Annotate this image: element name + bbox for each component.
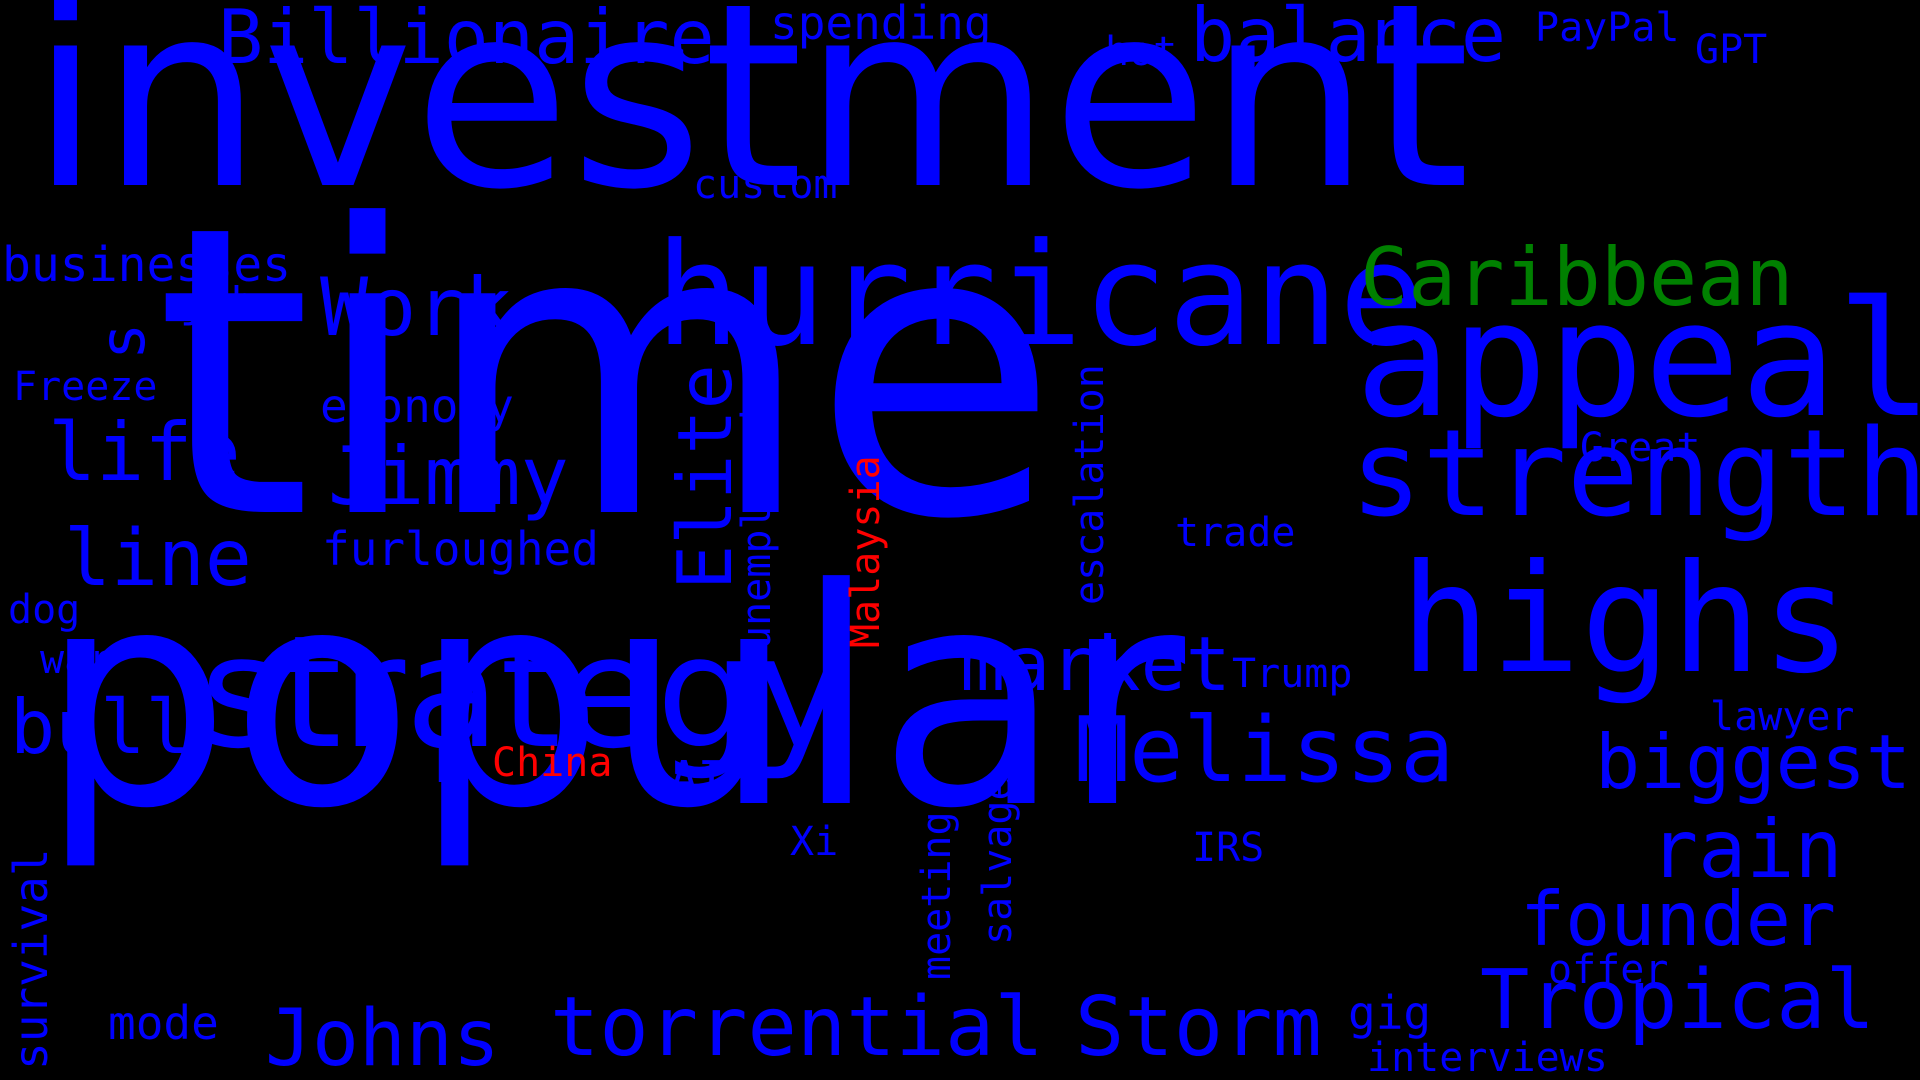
word-economy: economy [320,379,514,433]
word-unemployed: unemployed [734,409,780,650]
word-highs: highs [1400,533,1852,707]
word-job: job [180,278,256,327]
word-hot: hot [1105,29,1178,75]
word-survival: survival [4,848,58,1070]
word-freeze: Freeze [13,364,158,410]
word-johns: Johns [265,994,500,1080]
word-china: China [492,740,613,786]
word-time: time [155,142,1059,607]
word-tropical: Tropical [1480,953,1875,1048]
word-billionaire: Billionaire [218,0,715,81]
word-biggest: biggest [1595,718,1912,806]
word-interviews: interviews [1367,1035,1608,1080]
word-trump: Trump [1232,651,1353,697]
word-trade: trade [1175,510,1296,556]
word-hurricane: hurricane [655,213,1425,378]
word-malaysia: Malaysia [843,455,889,648]
word-appeal: appeal [1355,266,1920,453]
word-furloughed: furloughed [322,522,599,576]
word-p: P [433,727,470,797]
word-war: war [40,637,113,683]
word-businesses: businesses [2,237,291,293]
word-bull: bull [10,683,191,771]
word-jimmy: Jimmy [328,430,569,523]
word-ai: AI [670,751,726,805]
word-strategy: strategy [200,602,847,783]
word-life: life [48,406,241,499]
word-salvage: salvage [975,776,1021,945]
word-rain: rain [1650,803,1843,896]
word-gig: gig [1348,986,1432,1040]
word-elite: Elite [661,364,749,590]
word-founder: founder [1520,875,1837,963]
word-spending: spending [770,0,992,50]
word-torrential: torrential [550,980,1044,1075]
word-work: Work [320,261,513,354]
word-escalation: escalation [1067,364,1113,605]
word-irs: IRS [1192,825,1265,871]
word-xi: Xi [790,819,839,865]
word-investment: investment [30,0,1470,246]
word-strength: strength [1350,405,1920,544]
word-offer: offer [1548,947,1669,993]
word-great: Great [1580,425,1701,471]
word-lawyer: lawyer [1710,694,1855,740]
word-line: line [64,514,252,604]
word-meeting: meeting [914,811,960,980]
word-popular: popular [40,525,1186,874]
word-caribbean: Caribbean [1360,231,1794,324]
word-dog: dog [8,587,81,633]
word-mode: mode [108,996,219,1050]
word-paypal: PayPal [1535,5,1680,51]
word-storm: Storm [1075,980,1322,1075]
word-s: s [86,322,159,360]
word-market: market [960,620,1231,708]
word-gpt: GPT [1695,27,1768,73]
word-balance: balance [1190,0,1507,79]
word-melissa: Melissa [1075,698,1455,803]
word-custom: custom [693,162,838,208]
